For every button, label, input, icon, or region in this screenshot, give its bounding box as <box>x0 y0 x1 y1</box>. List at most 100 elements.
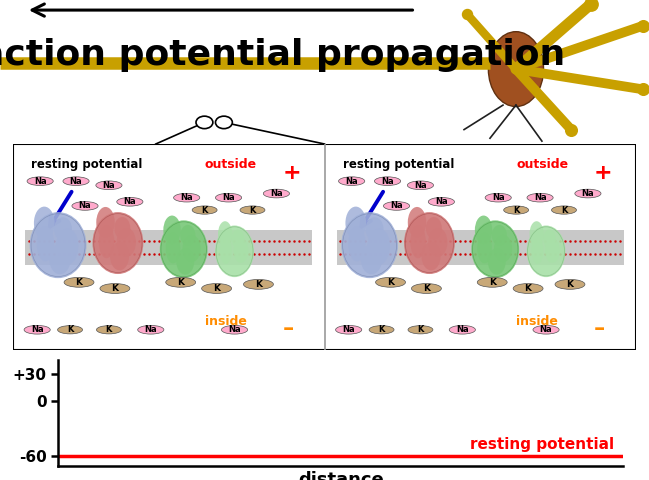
Circle shape <box>215 193 241 202</box>
Circle shape <box>449 325 476 334</box>
Circle shape <box>240 206 265 214</box>
Circle shape <box>97 325 121 334</box>
Circle shape <box>117 197 143 206</box>
Circle shape <box>485 193 511 202</box>
Text: K: K <box>423 284 430 293</box>
Text: K: K <box>489 278 496 287</box>
Text: Na: Na <box>456 325 469 334</box>
Ellipse shape <box>160 220 208 278</box>
Ellipse shape <box>428 228 447 257</box>
Circle shape <box>374 177 400 185</box>
Ellipse shape <box>341 212 398 278</box>
Text: Na: Na <box>492 193 504 202</box>
Text: K: K <box>201 205 208 215</box>
Text: Na: Na <box>123 197 136 206</box>
Text: K: K <box>249 205 256 215</box>
Text: –: – <box>282 320 293 339</box>
Circle shape <box>173 193 200 202</box>
Ellipse shape <box>30 212 86 278</box>
Text: Na: Na <box>345 177 358 186</box>
Text: Na: Na <box>31 325 43 334</box>
Ellipse shape <box>117 228 136 257</box>
Ellipse shape <box>526 226 565 277</box>
Text: K: K <box>255 280 262 289</box>
Ellipse shape <box>530 221 544 247</box>
Ellipse shape <box>471 220 519 278</box>
Ellipse shape <box>543 229 556 248</box>
Text: K: K <box>106 325 112 334</box>
Text: Na: Na <box>69 177 82 186</box>
Ellipse shape <box>215 226 254 277</box>
Ellipse shape <box>365 217 384 241</box>
Circle shape <box>72 202 98 210</box>
Circle shape <box>552 206 576 214</box>
Ellipse shape <box>56 230 78 265</box>
Text: K: K <box>387 278 394 287</box>
Text: K: K <box>567 280 574 289</box>
Ellipse shape <box>114 217 130 239</box>
Bar <box>25 229 312 265</box>
Circle shape <box>221 325 248 334</box>
Text: Na: Na <box>540 325 552 334</box>
Circle shape <box>27 177 53 185</box>
Circle shape <box>24 325 50 334</box>
Text: –: – <box>594 320 605 339</box>
Ellipse shape <box>426 217 442 239</box>
Ellipse shape <box>54 217 72 241</box>
Circle shape <box>339 177 365 185</box>
Ellipse shape <box>110 242 129 270</box>
Text: Na: Na <box>343 325 355 334</box>
Circle shape <box>58 325 82 334</box>
Text: Na: Na <box>414 181 427 190</box>
Ellipse shape <box>404 212 455 274</box>
Circle shape <box>192 206 217 214</box>
Ellipse shape <box>349 226 365 261</box>
Text: K: K <box>513 205 519 215</box>
Circle shape <box>504 206 528 214</box>
Text: +: + <box>594 163 613 182</box>
Text: Na: Na <box>390 202 403 210</box>
Text: K: K <box>417 325 424 334</box>
Ellipse shape <box>488 248 506 275</box>
X-axis label: distance: distance <box>298 471 384 480</box>
Ellipse shape <box>494 235 512 262</box>
Text: resting potential: resting potential <box>31 158 143 171</box>
Circle shape <box>513 284 543 293</box>
Ellipse shape <box>182 235 201 262</box>
Text: resting potential: resting potential <box>343 158 454 171</box>
Ellipse shape <box>56 228 78 260</box>
Ellipse shape <box>489 32 544 107</box>
Ellipse shape <box>532 237 543 264</box>
Ellipse shape <box>232 229 244 248</box>
Circle shape <box>215 116 232 129</box>
Text: K: K <box>177 278 184 287</box>
Text: K: K <box>378 325 385 334</box>
Circle shape <box>138 325 164 334</box>
Circle shape <box>555 279 585 289</box>
Text: K: K <box>561 205 567 215</box>
Ellipse shape <box>177 248 194 275</box>
Circle shape <box>428 197 454 206</box>
Circle shape <box>527 193 553 202</box>
Circle shape <box>384 202 410 210</box>
Ellipse shape <box>361 244 382 274</box>
Ellipse shape <box>477 233 492 264</box>
Ellipse shape <box>165 233 180 264</box>
Text: K: K <box>213 284 220 293</box>
Ellipse shape <box>410 225 426 258</box>
Ellipse shape <box>345 206 366 240</box>
Ellipse shape <box>37 226 54 261</box>
Circle shape <box>575 189 601 198</box>
Text: Na: Na <box>79 202 92 210</box>
Text: +: + <box>282 163 301 182</box>
Text: K: K <box>75 278 82 287</box>
Ellipse shape <box>99 225 114 258</box>
Bar <box>337 229 624 265</box>
Circle shape <box>165 277 195 287</box>
Text: Na: Na <box>435 197 448 206</box>
Circle shape <box>243 279 273 289</box>
Circle shape <box>64 277 94 287</box>
Circle shape <box>263 189 289 198</box>
Ellipse shape <box>408 207 426 238</box>
Circle shape <box>202 284 232 293</box>
